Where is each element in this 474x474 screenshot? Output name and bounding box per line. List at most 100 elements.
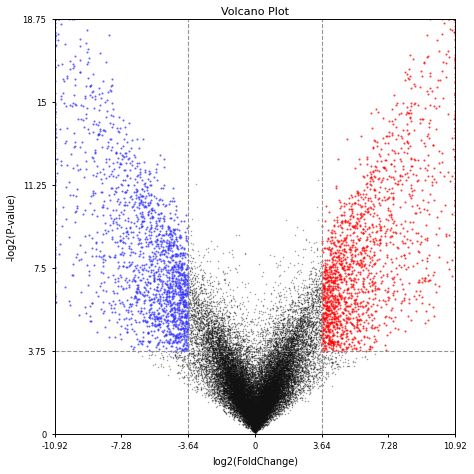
Point [266, 403, 274, 410]
Point [283, 360, 291, 367]
Point [231, 390, 239, 398]
Point [279, 351, 287, 358]
Point [297, 352, 304, 359]
Point [268, 383, 275, 390]
Point [263, 401, 270, 409]
Point [168, 263, 175, 271]
Point [278, 410, 286, 417]
Point [388, 146, 396, 154]
Point [264, 374, 272, 381]
Point [262, 406, 270, 414]
Point [288, 367, 296, 375]
Point [442, 60, 449, 67]
Point [291, 342, 299, 350]
Point [421, 176, 428, 183]
Point [214, 348, 221, 356]
Point [262, 374, 270, 382]
Point [299, 290, 307, 297]
Point [316, 354, 324, 362]
Point [283, 372, 291, 379]
Point [350, 266, 357, 273]
Point [244, 385, 251, 393]
Point [299, 342, 307, 350]
Point [224, 348, 232, 356]
Point [246, 404, 253, 412]
Point [221, 369, 229, 376]
Point [259, 398, 267, 405]
Point [242, 401, 249, 409]
Point [216, 381, 224, 389]
Point [292, 341, 299, 348]
Point [263, 392, 271, 399]
Point [331, 257, 339, 264]
Point [222, 363, 229, 370]
Point [273, 348, 281, 356]
Point [259, 413, 267, 421]
Point [228, 404, 236, 412]
Point [274, 311, 282, 319]
Point [261, 381, 269, 389]
Point [222, 357, 229, 365]
Point [239, 378, 246, 386]
Point [270, 377, 277, 384]
Point [283, 370, 291, 378]
Point [268, 357, 275, 365]
Point [273, 346, 281, 353]
Point [251, 423, 259, 431]
Point [266, 402, 274, 410]
Point [241, 394, 248, 401]
Point [237, 401, 244, 409]
Point [249, 394, 256, 402]
Point [274, 338, 282, 346]
Point [260, 421, 268, 429]
Point [211, 377, 219, 384]
Point [326, 326, 333, 334]
Point [162, 272, 170, 279]
Point [237, 370, 245, 377]
Point [336, 255, 343, 263]
Point [291, 396, 298, 404]
Point [260, 387, 267, 395]
Point [243, 392, 251, 400]
Point [311, 297, 319, 305]
Point [259, 334, 267, 342]
Point [253, 411, 261, 419]
Point [280, 398, 288, 406]
Point [264, 401, 272, 409]
Point [112, 184, 120, 192]
Point [238, 374, 246, 381]
Point [346, 327, 354, 335]
Point [235, 401, 243, 409]
Point [259, 419, 266, 426]
Point [272, 388, 279, 396]
Point [261, 415, 268, 422]
Point [225, 394, 232, 402]
Point [235, 319, 242, 327]
Point [241, 380, 249, 388]
Point [351, 225, 359, 232]
Point [265, 393, 273, 401]
Point [251, 381, 258, 389]
Point [278, 372, 285, 380]
Point [226, 388, 234, 396]
Point [259, 401, 267, 409]
Point [257, 417, 265, 425]
Point [215, 313, 223, 321]
Point [230, 373, 238, 381]
Point [254, 414, 262, 421]
Point [255, 402, 263, 410]
Point [148, 295, 156, 302]
Point [168, 317, 176, 325]
Point [238, 416, 246, 424]
Point [271, 369, 278, 376]
Point [271, 384, 279, 392]
Point [302, 369, 310, 377]
Point [250, 361, 258, 368]
Point [248, 398, 255, 405]
Point [239, 394, 246, 401]
Point [70, 143, 78, 151]
Point [259, 407, 266, 415]
Point [264, 396, 272, 403]
Point [230, 381, 237, 389]
Point [273, 365, 281, 373]
